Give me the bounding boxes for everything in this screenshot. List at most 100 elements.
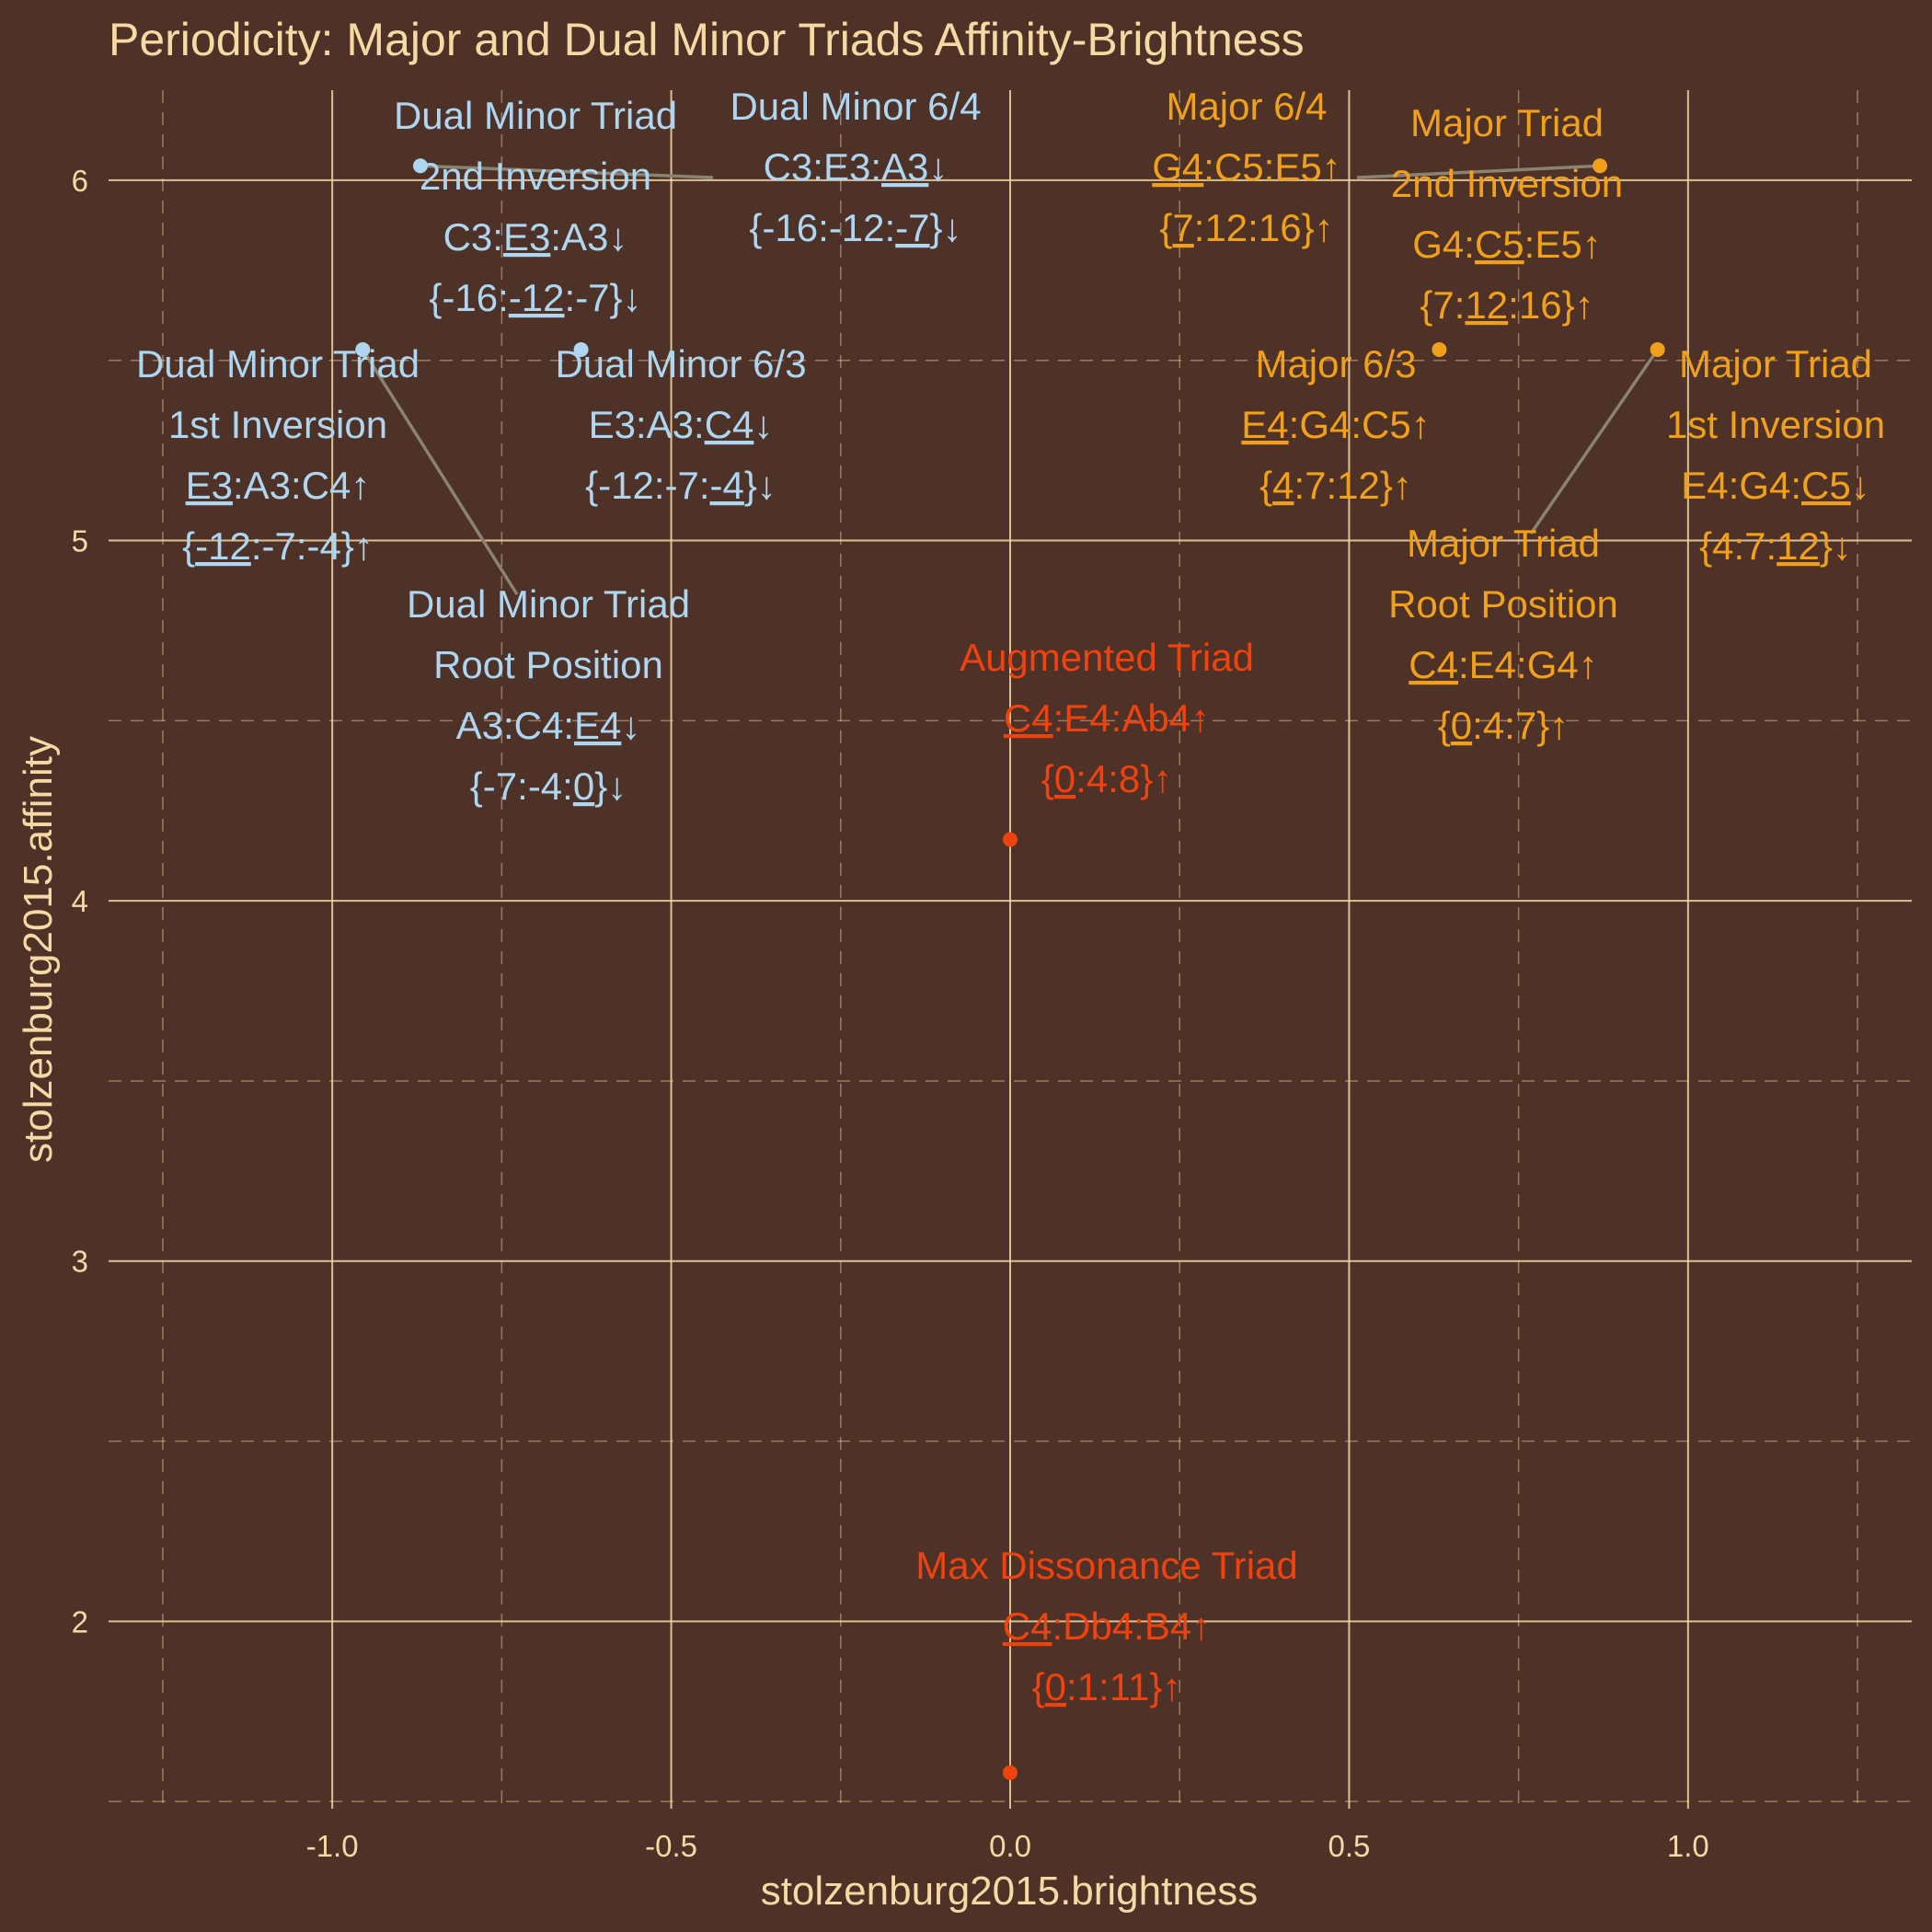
label-token: : xyxy=(1733,524,1744,568)
x-tick-label: -1.0 xyxy=(306,1829,359,1863)
point-label-line: {4:7:12}↓ xyxy=(1699,524,1852,568)
point-label-line: E4:G4:C5↑ xyxy=(1241,403,1430,446)
label-token: : xyxy=(233,464,244,507)
point-label-line: G4:C5:E5↑ xyxy=(1412,223,1601,266)
x-tick-label: -0.5 xyxy=(645,1829,697,1863)
label-token: : xyxy=(1194,206,1205,249)
label-token: ↑ xyxy=(1549,704,1569,747)
label-token: { xyxy=(1699,524,1712,568)
point-label-line: {4:7:12}↑ xyxy=(1259,464,1412,507)
label-token: E4 xyxy=(1241,403,1288,446)
label-token: : xyxy=(870,145,881,189)
label-token: : xyxy=(885,206,896,249)
label-token: { xyxy=(1032,1665,1045,1708)
label-token: ↑ xyxy=(1393,464,1412,507)
label-token: A3 xyxy=(561,215,608,259)
label-token: 0 xyxy=(1054,757,1075,800)
point-label-line: {7:12:16}↑ xyxy=(1159,206,1333,249)
label-token: : xyxy=(251,524,262,568)
label-token: 7 xyxy=(1305,464,1326,507)
label-token: } xyxy=(1302,206,1315,249)
point-label-line: Major Triad xyxy=(1679,342,1872,385)
label-token: C4 xyxy=(1003,1604,1052,1648)
label-token: G4 xyxy=(1412,223,1464,266)
point-label-line: Augmented Triad xyxy=(960,636,1254,679)
label-token: -16 xyxy=(442,276,498,319)
label-token: : xyxy=(1075,757,1087,800)
point-label-line: Dual Minor Triad xyxy=(407,582,690,626)
y-tick-label: 4 xyxy=(72,884,88,918)
label-token: 16 xyxy=(1519,283,1562,327)
label-token: -7 xyxy=(483,765,517,808)
label-token: { xyxy=(749,206,762,249)
label-token: ↑ xyxy=(1575,283,1594,327)
point-label-line: {0:4:7}↑ xyxy=(1438,704,1569,747)
label-token: : xyxy=(1133,1604,1144,1648)
data-point-major xyxy=(1593,158,1608,174)
label-token: : xyxy=(1790,464,1801,507)
leader-line xyxy=(361,349,519,595)
label-token: C3 xyxy=(764,145,813,189)
label-token: : xyxy=(1203,145,1214,189)
point-label-dual_minor: Dual Minor 6/4C3:E3:A3↓{-16:-12:-7}↓ xyxy=(730,85,981,249)
label-token: : xyxy=(498,276,509,319)
label-token: E4 xyxy=(1064,696,1110,740)
label-token: E3 xyxy=(589,403,636,446)
label-token: { xyxy=(1041,757,1054,800)
point-label-line: 2nd Inversion xyxy=(1391,162,1623,205)
label-token: : xyxy=(636,403,647,446)
label-token: : xyxy=(1455,283,1466,327)
label-token: : xyxy=(1766,524,1777,568)
label-token: : xyxy=(818,206,829,249)
point-label-line: E4:G4:C5↓ xyxy=(1681,464,1869,507)
point-label-line: {-16:-12:-7}↓ xyxy=(749,206,961,249)
y-tick-label: 2 xyxy=(72,1604,88,1639)
label-token: 1 xyxy=(1077,1665,1098,1708)
label-token: : xyxy=(1516,643,1527,686)
label-token: : xyxy=(1458,643,1469,686)
label-token: } xyxy=(1380,464,1393,507)
label-token: : xyxy=(503,704,514,747)
label-token: C4 xyxy=(705,403,754,446)
label-token: : xyxy=(1464,223,1475,266)
label-token: -7 xyxy=(664,464,698,507)
label-token: ↓ xyxy=(1833,524,1852,568)
label-token: ↓ xyxy=(1851,464,1870,507)
point-label-major: Major 6/3E4:G4:C5↑{4:7:12}↑ xyxy=(1241,342,1430,507)
label-token: : xyxy=(1264,145,1275,189)
label-token: ↑ xyxy=(354,524,374,568)
point-label-line: {-12:-7:-4}↓ xyxy=(585,464,776,507)
major-grid xyxy=(109,90,1912,1809)
point-label-line: Max Dissonance Triad xyxy=(915,1544,1298,1587)
label-token: C4 xyxy=(514,704,564,747)
label-token: : xyxy=(694,403,705,446)
label-token: { xyxy=(1259,464,1272,507)
label-token: ↓ xyxy=(928,145,948,189)
point-label-line: Root Position xyxy=(433,643,663,686)
label-token: E5 xyxy=(1535,223,1581,266)
label-token: 16 xyxy=(1259,206,1302,249)
label-leader-lines xyxy=(361,164,1660,595)
point-label-line: 1st Inversion xyxy=(1666,403,1885,446)
label-token: Ab4 xyxy=(1121,696,1190,740)
label-token: : xyxy=(550,215,561,259)
x-tick-label: 0.5 xyxy=(1328,1829,1370,1863)
label-token: : xyxy=(563,704,574,747)
label-token: C4 xyxy=(1409,643,1458,686)
point-label-line: {7:12:16}↑ xyxy=(1420,283,1593,327)
label-token: ↑ xyxy=(1322,145,1341,189)
label-token: -12 xyxy=(829,206,885,249)
label-token: : xyxy=(1294,464,1305,507)
label-token: -12 xyxy=(195,524,251,568)
data-point-dual_minor xyxy=(355,341,371,357)
label-token: -7 xyxy=(575,276,609,319)
label-token: { xyxy=(1438,704,1451,747)
label-token: } xyxy=(1140,757,1153,800)
label-token: 12 xyxy=(1777,524,1820,568)
label-token: : xyxy=(565,276,576,319)
label-token: : xyxy=(1066,1665,1077,1708)
